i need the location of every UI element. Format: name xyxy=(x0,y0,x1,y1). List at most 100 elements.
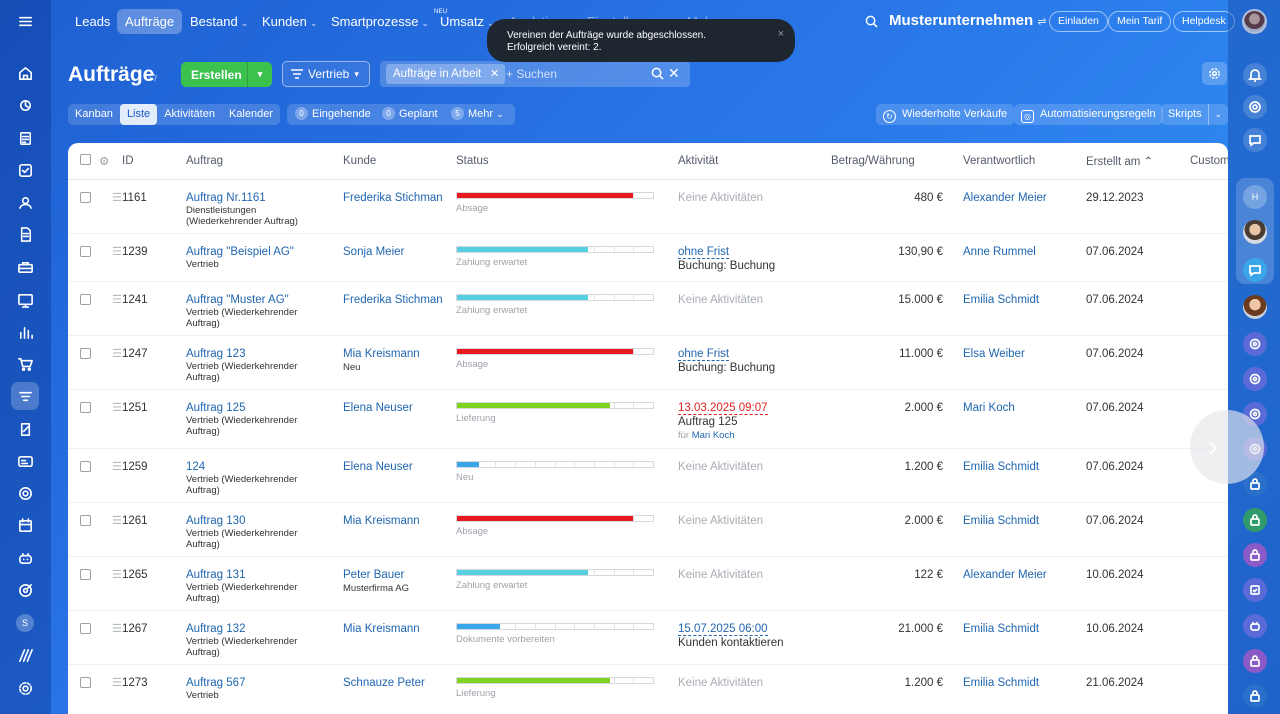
contacts-icon[interactable] xyxy=(11,188,39,216)
stage-segment[interactable] xyxy=(595,623,615,629)
stage-segment[interactable] xyxy=(615,402,635,408)
responsible-link[interactable]: Elsa Weiber xyxy=(963,347,1025,360)
client-link[interactable]: Mia Kreismann xyxy=(343,622,420,635)
home-icon[interactable] xyxy=(11,59,39,87)
drag-handle-icon[interactable]: ☰ xyxy=(112,245,122,258)
row-checkbox[interactable] xyxy=(80,245,91,257)
stage-progress-bar[interactable] xyxy=(456,622,654,630)
stage-segment[interactable] xyxy=(615,246,635,252)
search-icon[interactable] xyxy=(651,67,664,80)
drag-handle-icon[interactable]: ☰ xyxy=(112,401,122,414)
tab-calendar[interactable]: Kalender xyxy=(228,108,273,120)
deal-title-link[interactable]: Auftrag 131 xyxy=(186,568,246,581)
responsible-link[interactable]: Mari Koch xyxy=(963,401,1015,414)
client-link[interactable]: Frederika Stichman xyxy=(343,293,443,306)
stage-segment[interactable] xyxy=(634,247,653,252)
table-row[interactable]: ☰ 1273 Auftrag 567 Vertrieb Schnauze Peter Li… xyxy=(68,664,1228,714)
row-checkbox[interactable] xyxy=(80,293,91,305)
responsible-link[interactable]: Emilia Schmidt xyxy=(963,622,1040,635)
activity-assignee[interactable]: Mari Koch xyxy=(691,429,735,441)
stage-segment[interactable] xyxy=(634,193,653,198)
gear-icon[interactable] xyxy=(1202,62,1227,85)
stage-segment[interactable] xyxy=(536,461,556,467)
documents-icon[interactable] xyxy=(11,220,39,248)
table-row[interactable]: ☰ 1239 Auftrag "Beispiel AG" Vertrieb Sonja … xyxy=(68,233,1228,282)
responsible-link[interactable]: Alexander Meier xyxy=(963,191,1047,204)
table-row[interactable]: ☰ 1251 Auftrag 125 Vertrieb (Wiederkehrende… xyxy=(68,389,1228,449)
stage-segment[interactable] xyxy=(477,461,497,467)
stage-segment[interactable] xyxy=(634,295,653,300)
stage-segment[interactable] xyxy=(634,516,653,521)
stage-segment[interactable] xyxy=(575,623,595,629)
tasks-icon[interactable] xyxy=(11,124,39,152)
sites-icon[interactable] xyxy=(11,286,39,314)
stage-progress-bar[interactable] xyxy=(456,293,654,301)
client-link[interactable]: Elena Neuser xyxy=(343,460,413,473)
lock-icon[interactable] xyxy=(1243,508,1267,532)
client-link[interactable]: Elena Neuser xyxy=(343,401,413,414)
column-created[interactable]: Erstellt am ⌃ xyxy=(1086,143,1190,180)
tab-kanban[interactable]: Kanban xyxy=(75,108,113,120)
responsible-link[interactable]: Emilia Schmidt xyxy=(963,460,1040,473)
drag-handle-icon[interactable]: ☰ xyxy=(112,191,122,204)
column-deal[interactable]: Auftrag xyxy=(186,143,343,180)
stage-segment[interactable] xyxy=(615,623,635,629)
drag-handle-icon[interactable]: ☰ xyxy=(112,676,122,689)
stage-segment[interactable] xyxy=(634,678,653,683)
table-row[interactable]: ☰ 1247 Auftrag 123 Vertrieb (Wiederkehrende… xyxy=(68,335,1228,390)
deal-title-link[interactable]: Auftrag 130 xyxy=(186,514,246,527)
message-icon[interactable] xyxy=(1243,258,1267,282)
stage-segment[interactable] xyxy=(595,294,615,300)
stage-segment[interactable] xyxy=(496,461,517,467)
nav-leads[interactable]: Leads xyxy=(75,14,111,29)
row-checkbox[interactable] xyxy=(80,191,91,203)
column-id[interactable]: ID xyxy=(122,143,186,180)
nav-smart-processes[interactable]: Smartprozesse ⌄ xyxy=(331,14,429,29)
stage-segment[interactable] xyxy=(634,349,653,354)
group-avatar[interactable]: H xyxy=(1243,185,1267,209)
column-custom[interactable]: Custom xyxy=(1190,143,1228,180)
openline-icon[interactable] xyxy=(1243,332,1267,356)
tab-activities[interactable]: Aktivitäten xyxy=(164,108,215,120)
stage-segment[interactable] xyxy=(615,294,635,300)
search-input[interactable] xyxy=(506,64,636,84)
stage-progress-bar[interactable] xyxy=(456,401,654,409)
marketplace-icon[interactable] xyxy=(11,641,39,669)
activity-deadline[interactable]: 13.03.2025 09:07 xyxy=(678,401,768,415)
table-row[interactable]: ☰ 1259 124 Vertrieb (Wiederkehrender Auftra… xyxy=(68,448,1228,503)
stage-segment[interactable] xyxy=(556,461,576,467)
deal-title-link[interactable]: Auftrag 125 xyxy=(186,401,246,414)
nav-clients[interactable]: Kunden ⌄ xyxy=(262,14,318,29)
task-icon[interactable] xyxy=(1243,578,1267,602)
drag-handle-icon[interactable]: ☰ xyxy=(112,568,122,581)
client-link[interactable]: Sonja Meier xyxy=(343,245,405,258)
robot-icon[interactable] xyxy=(1243,614,1267,638)
copilot-icon[interactable] xyxy=(1243,95,1267,119)
contact-avatar[interactable] xyxy=(1243,220,1267,244)
stage-progress-bar[interactable] xyxy=(456,245,654,253)
funnel-icon[interactable] xyxy=(11,382,39,410)
robot-icon[interactable] xyxy=(11,544,39,572)
drag-handle-icon[interactable]: ☰ xyxy=(112,514,122,527)
stage-segment[interactable] xyxy=(615,569,635,575)
close-icon[interactable]: × xyxy=(777,28,784,40)
counter-planned[interactable]: 0 Geplant xyxy=(382,104,438,125)
row-checkbox[interactable] xyxy=(80,676,91,688)
stage-segment[interactable] xyxy=(575,246,595,252)
responsible-link[interactable]: Anne Rummel xyxy=(963,245,1036,258)
column-amount[interactable]: Betrag/Währung xyxy=(831,143,963,180)
drag-handle-icon[interactable]: ☰ xyxy=(112,622,122,635)
lock-icon[interactable] xyxy=(1243,684,1267,708)
automation-rules-button[interactable]: ◎ Automatisierungsregeln xyxy=(1014,104,1163,125)
row-checkbox[interactable] xyxy=(80,460,91,472)
stage-progress-bar[interactable] xyxy=(456,568,654,576)
stage-segment[interactable] xyxy=(496,623,517,629)
company-name[interactable]: Musterunternehmen ⇌ xyxy=(889,12,1047,29)
stage-segment[interactable] xyxy=(595,402,615,408)
stage-segment[interactable] xyxy=(615,192,635,198)
select-all-checkbox[interactable] xyxy=(80,153,91,165)
gear-icon[interactable]: ⚙ xyxy=(99,155,110,168)
client-link[interactable]: Peter Bauer xyxy=(343,568,405,581)
stage-progress-bar[interactable] xyxy=(456,460,654,468)
filter-chip[interactable]: Aufträge in Arbeit ✕ xyxy=(386,64,506,84)
